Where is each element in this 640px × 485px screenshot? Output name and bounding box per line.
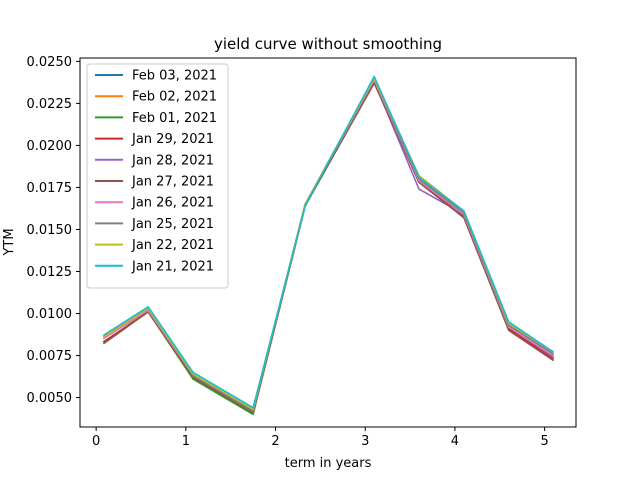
x-tick-label: 2 [271,434,279,449]
x-tick-label: 0 [92,434,100,449]
legend-label-4: Jan 28, 2021 [131,153,214,168]
y-tick-label: 0.0225 [27,97,73,112]
legend-box [86,63,229,289]
legend-label-2: Feb 01, 2021 [132,111,217,126]
x-axis: 0 1 2 3 4 5 [92,427,549,449]
legend: Feb 03, 2021 Feb 02, 2021 Feb 01, 2021 Jan … [86,63,229,289]
plot-frame [79,57,577,428]
series-line-9 [102,75,555,409]
y-tick-label: 0.0125 [27,265,73,280]
y-tick-label: 0.0200 [27,139,73,154]
y-axis: 0.0050 0.0075 0.0100 0.0125 0.0150 0.0175 0.02… [27,55,80,406]
chart-title: yield curve without smoothing [214,35,442,53]
legend-label-8: Jan 22, 2021 [131,238,214,253]
y-tick-label: 0.0075 [27,349,73,364]
x-tick-label: 3 [361,434,369,449]
series-line-5 [102,82,555,414]
x-tick-label: 5 [540,434,548,449]
legend-label-0: Feb 03, 2021 [132,69,217,84]
legend-label-1: Feb 02, 2021 [132,90,217,105]
y-tick-label: 0.0250 [27,55,73,70]
y-tick-label: 0.0150 [27,223,73,238]
x-tick-label: 1 [182,434,190,449]
legend-label-6: Jan 26, 2021 [131,196,214,211]
x-axis-label: term in years [285,456,372,471]
y-tick-label: 0.0050 [27,391,73,406]
legend-label-5: Jan 27, 2021 [131,175,214,190]
x-tick-label: 4 [451,434,459,449]
legend-label-7: Jan 25, 2021 [131,217,214,232]
series-layer [102,75,555,416]
y-tick-label: 0.0100 [27,307,73,322]
legend-label-9: Jan 21, 2021 [131,259,214,274]
y-tick-label: 0.0175 [27,181,73,196]
legend-label-3: Jan 29, 2021 [131,132,214,147]
y-axis-label: YTM [2,228,17,256]
